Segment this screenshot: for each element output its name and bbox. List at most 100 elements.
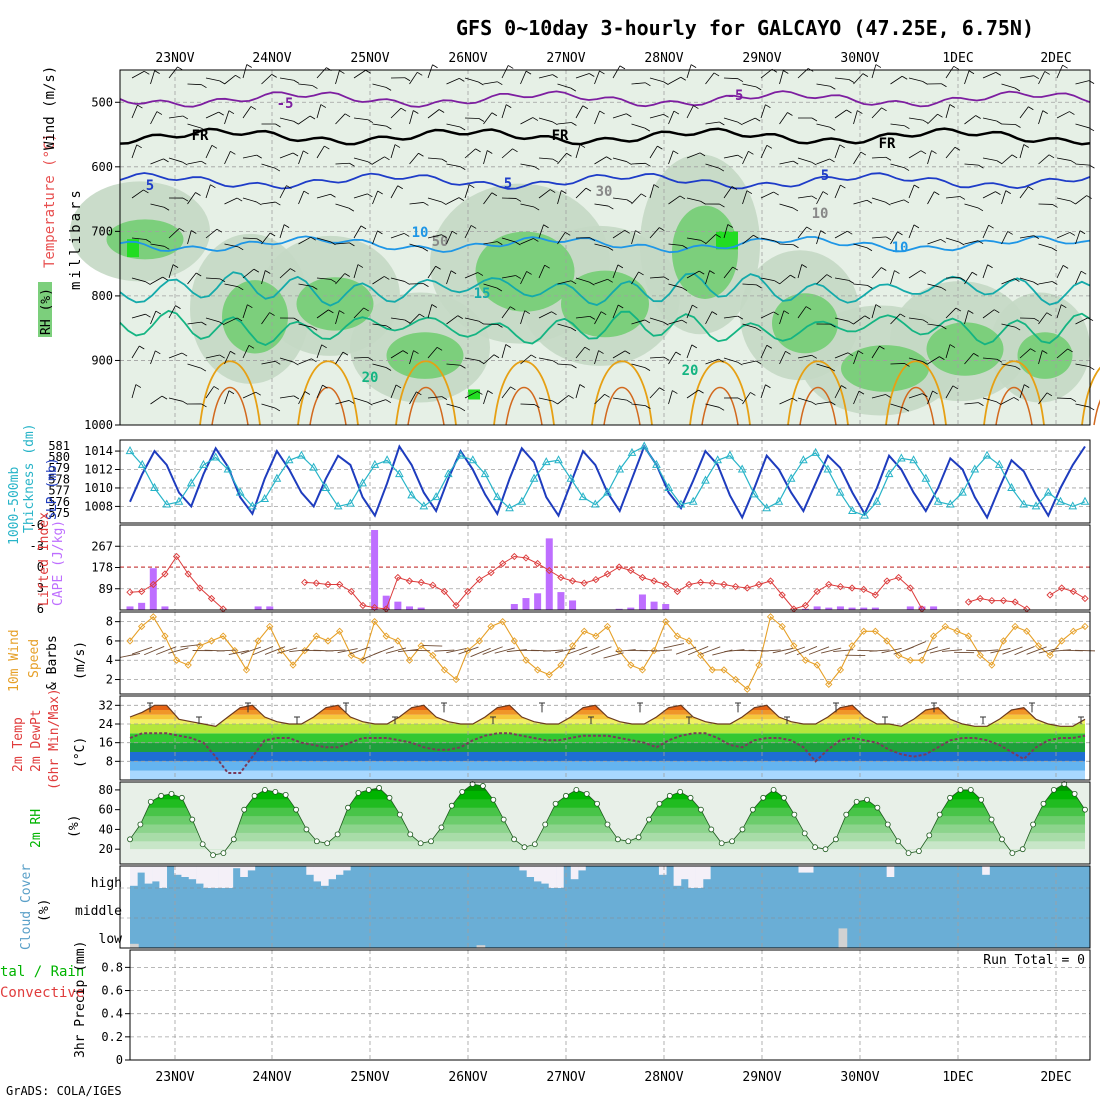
thickness-point [223, 464, 233, 473]
rh-point [594, 800, 601, 807]
wind-barb-flag [526, 271, 532, 275]
wind-barb-flag [829, 158, 835, 163]
wind-barb [446, 78, 460, 85]
wind-barb [390, 317, 405, 321]
wind-barb [390, 277, 405, 282]
cloud-high-bar [526, 866, 535, 877]
wind-barb-flag [1070, 200, 1076, 205]
wind-barb-flag [283, 224, 290, 228]
thickness-point [272, 473, 282, 482]
y-tick-label: 6 [106, 634, 113, 648]
wind-barb-flag [219, 354, 225, 359]
wind-speed-point [522, 656, 530, 664]
wind-barb-flag [579, 144, 586, 148]
wind-speed-point [685, 637, 693, 645]
cape-bar [662, 604, 670, 610]
wind-barb-flag [155, 350, 161, 355]
cloud-high-bar [541, 866, 550, 884]
wind-barb [520, 203, 535, 208]
rh-label: RH (%) [39, 288, 54, 335]
wind-barb-flag [692, 304, 698, 309]
wind-barb-flag [977, 240, 984, 245]
wind-barb-flag [773, 191, 779, 196]
wind-barb [612, 65, 621, 79]
wind-barb-flag [755, 86, 762, 91]
lifted-index-point [871, 591, 880, 599]
lifted-index-point [720, 580, 728, 589]
wind-barb-flag [1014, 326, 1021, 331]
rh-point [864, 796, 870, 803]
wind-barb [594, 278, 608, 285]
wind-speed-point [1023, 627, 1031, 635]
wind-barb [1019, 144, 1025, 159]
wind-barb [982, 191, 996, 199]
wind-barb-flag [644, 319, 651, 324]
temp-band [130, 724, 1085, 734]
rh-point [459, 788, 466, 795]
wind-barb [557, 190, 562, 205]
wind-barb-flag [663, 114, 669, 118]
wind-barb [372, 230, 378, 245]
wind-barb-flag [922, 81, 928, 85]
wind-barb-flag [857, 350, 864, 355]
wind-speed-point [603, 622, 612, 631]
cloud-high-bar [240, 866, 248, 877]
wind-barb-10m [144, 646, 165, 656]
bottom-date-axis: 23NOV 24NOV 25NOV 26NOV 27NOV 28NOV 29NOV 30NOV… [155, 1070, 1071, 1085]
wind-barb [686, 237, 701, 241]
wind-barb-10m [881, 647, 902, 654]
rh-point [822, 846, 829, 853]
wind-barb [871, 197, 886, 203]
wind-barb [1056, 304, 1062, 319]
wind-barb-10m [869, 649, 890, 652]
wind-barb [723, 315, 738, 319]
wind-barb-flag [303, 190, 310, 195]
wind-barb-flag [773, 311, 779, 316]
rh-point [957, 787, 964, 793]
wind-barb-flag [1007, 231, 1013, 235]
rh-shade-moist [926, 322, 1004, 376]
wind-barb [520, 310, 526, 325]
lifted-index-point [312, 579, 320, 587]
date-label-top: 30NOV [840, 51, 879, 66]
lifted-index-point [1023, 605, 1031, 613]
lifted-index-point [697, 578, 705, 587]
wind-barb [242, 197, 257, 203]
wind-barb [335, 113, 346, 125]
wind-barb-flag [402, 350, 409, 354]
wind-barb [760, 345, 768, 359]
wind-barb-flag [922, 393, 928, 397]
wind-barb-flag [973, 353, 979, 357]
wind-barb-10m [168, 647, 189, 654]
wind-barb-flag [228, 390, 235, 395]
wind-barb-flag [417, 71, 423, 76]
rh-2m-label: 2m RH [29, 809, 44, 848]
temp-contour-20 [119, 309, 1091, 346]
wind-barb-flag [1030, 348, 1036, 353]
wind-barb [353, 117, 368, 121]
rh-point [552, 800, 559, 807]
wind-barb [927, 239, 941, 245]
wind-barb-10m [724, 649, 745, 653]
wind-lines [119, 613, 1096, 693]
cloud-high-bar [343, 866, 351, 871]
wind-barb-flag [1086, 195, 1092, 199]
wind-barb-flag [959, 196, 966, 200]
wind-barb-flag [552, 74, 558, 78]
cape-bar [860, 607, 868, 610]
lifted-index-point [813, 587, 821, 596]
thickness-point [1007, 482, 1016, 491]
cape-bar [371, 530, 379, 610]
wind-barb [908, 117, 923, 121]
rh-point [438, 824, 445, 831]
wind-speed-point [382, 632, 390, 640]
temp-label-1: 2m Temp [11, 717, 26, 772]
wind-barb-flag [903, 407, 910, 412]
wind-barb-flag [968, 310, 974, 314]
rh-saturated [468, 389, 480, 400]
millibars-label: millibars [68, 187, 84, 290]
wind-barb-flag [881, 107, 887, 112]
wind-barb-flag [901, 75, 908, 80]
date-label-bottom: 2DEC [1040, 1070, 1071, 1085]
